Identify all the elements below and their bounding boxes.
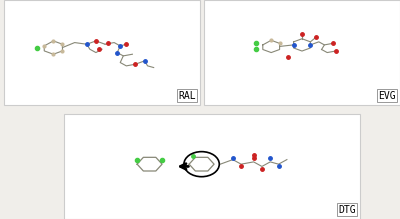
FancyBboxPatch shape <box>4 0 200 105</box>
Text: RAL: RAL <box>178 91 196 101</box>
FancyBboxPatch shape <box>204 0 400 105</box>
FancyBboxPatch shape <box>64 114 360 219</box>
Text: EVG: EVG <box>378 91 396 101</box>
Text: DTG: DTG <box>338 205 356 215</box>
